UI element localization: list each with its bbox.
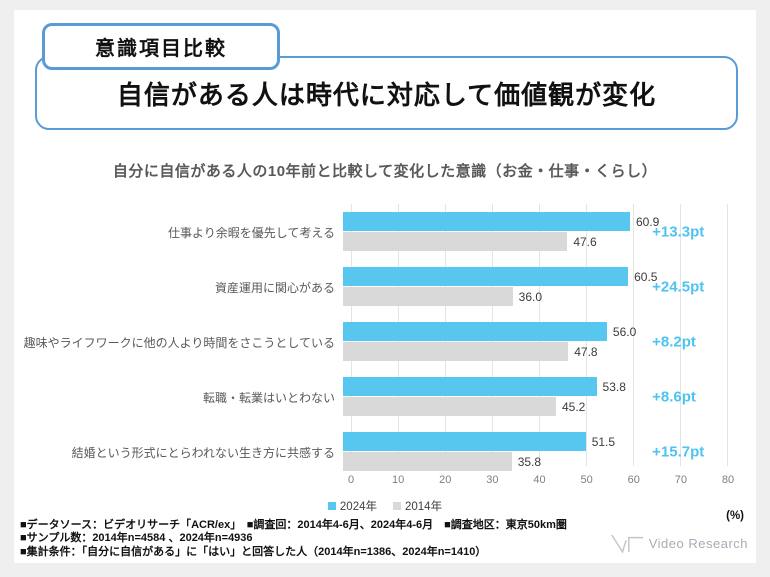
bar-value-label: 35.8: [517, 454, 542, 469]
category-label: 趣味やライフワークに他の人より時間をさこうとしている: [23, 335, 335, 350]
bar-line: 60.9: [343, 212, 720, 231]
bar-value-label: 45.2: [562, 399, 586, 414]
bar-line: 35.8: [343, 452, 720, 471]
axis-tick-label: 30: [486, 474, 499, 486]
chart-row: 仕事より余暇を優先して考える 60.9 47.6 +13.3pt: [14, 212, 756, 252]
bar-2014: [343, 232, 568, 251]
bar-2014: [343, 287, 513, 306]
category-label: 資産運用に関心がある: [214, 280, 335, 295]
delta-label: +8.2pt: [652, 333, 696, 351]
section-badge-label: 意識項目比較: [95, 38, 227, 60]
bar-line: 53.8: [343, 377, 720, 396]
footnote-line-1: ■データソース：ビデオリサーチ「ACR/ex」 ■調査回：2014年4-6月、2…: [20, 518, 567, 531]
axis-tick-label: 80: [721, 474, 735, 486]
section-badge: 意識項目比較: [42, 23, 280, 70]
main-title: 自信がある人は時代に対応して価値観が変化: [116, 79, 657, 110]
bar-line: 56.0: [343, 322, 720, 341]
delta-label: +15.7pt: [652, 443, 705, 461]
bar-2014: [343, 397, 556, 416]
video-research-logo-mark-icon: [610, 534, 643, 554]
axis-tick-label: 70: [674, 474, 687, 486]
legend-swatch: [393, 502, 401, 510]
x-axis: 0 10 20 30 40 50 60 70 80: [347, 474, 734, 488]
axis-tick-label: 0: [347, 474, 355, 486]
axis-unit-label: (%): [726, 510, 744, 522]
delta-label: +13.3pt: [652, 223, 705, 241]
axis-tick-label: 10: [392, 474, 405, 486]
slide: 意識項目比較 自信がある人は時代に対応して価値観が変化 自分に自信がある人の10…: [14, 10, 756, 563]
axis-tick-label: 50: [580, 474, 593, 486]
bar-2024: [343, 212, 630, 231]
axis-tick-label: 60: [627, 474, 640, 486]
bar-2024: [343, 432, 586, 451]
legend-label: 2024年: [339, 501, 377, 513]
legend-label: 2014年: [405, 501, 443, 513]
bar-2014: [343, 452, 512, 471]
delta-label: +24.5pt: [652, 278, 705, 296]
axis-tick-label: 20: [439, 474, 452, 486]
video-research-logo: Video Research: [603, 531, 748, 555]
title-box: 自信がある人は時代に対応して価値観が変化: [35, 56, 738, 130]
chart-row: 転職・転業はいとわない 53.8 45.2 +8.6pt: [14, 377, 756, 417]
bar-value-label: 47.8: [574, 344, 598, 359]
bar-2024: [343, 267, 629, 286]
chart-rows: 仕事より余暇を優先して考える 60.9 47.6 +13.3pt 資産運用に関心がある 6…: [14, 202, 756, 472]
row-plot: 60.9 47.6 +13.3pt: [343, 212, 720, 252]
bar-value-label: 51.5: [591, 434, 616, 449]
legend-row: 2024年 2014年 (%): [14, 498, 756, 522]
row-plot: 56.0 47.8 +8.2pt: [343, 322, 720, 362]
bar-value-label: 47.6: [573, 234, 597, 249]
chart-subtitle: 自分に自信がある人の10年前と比較して変化した意識（お金・仕事・くらし）: [112, 163, 658, 180]
category-label: 結婚という形式にとらわれない生き方に共感する: [71, 445, 335, 460]
bar-chart: 仕事より余暇を優先して考える 60.9 47.6 +13.3pt 資産運用に関心がある 6…: [14, 202, 756, 522]
axis-tick-label: 40: [533, 474, 546, 486]
bar-2014: [343, 342, 569, 361]
chart-legend: 2024年 2014年: [14, 498, 756, 514]
legend-swatch: [327, 502, 336, 510]
bar-2024: [343, 322, 607, 341]
bar-line: 60.5: [343, 267, 720, 286]
footnote-line-3: ■集計条件：「自分に自信がある」に「はい」と回答した人（2014年n=1386、…: [20, 545, 487, 558]
bar-2024: [343, 377, 597, 396]
legend-item: 2024年: [327, 498, 377, 514]
legend-item: 2014年: [393, 498, 442, 514]
bar-value-label: 36.0: [518, 289, 542, 304]
bar-value-label: 60.5: [634, 269, 658, 284]
footnotes: ■データソース：ビデオリサーチ「ACR/ex」 ■調査回：2014年4-6月、2…: [20, 519, 567, 560]
chart-row: 結婚という形式にとらわれない生き方に共感する 51.5 35.8 +15.7pt: [14, 432, 756, 472]
bar-line: 47.6: [343, 232, 720, 251]
bar-value-label: 56.0: [612, 324, 637, 339]
footnote-line-2: ■サンプル数：2014年n=4584 、2024年n=4936: [20, 532, 253, 544]
bar-value-label: 53.8: [602, 379, 626, 394]
category-label: 仕事より余暇を優先して考える: [167, 225, 335, 240]
bar-line: 47.8: [343, 342, 720, 361]
bar-value-label: 60.9: [635, 214, 660, 229]
row-plot: 60.5 36.0 +24.5pt: [343, 267, 720, 307]
chart-row: 資産運用に関心がある 60.5 36.0 +24.5pt: [14, 267, 756, 307]
bar-line: 51.5: [343, 432, 720, 451]
bar-line: 36.0: [343, 287, 720, 306]
chart-row: 趣味やライフワークに他の人より時間をさこうとしている 56.0 47.8 +8.2pt: [14, 322, 756, 362]
logo-text: Video Research: [648, 535, 748, 551]
row-plot: 53.8 45.2 +8.6pt: [343, 377, 720, 417]
delta-label: +8.6pt: [652, 388, 696, 406]
category-label: 転職・転業はいとわない: [202, 390, 335, 405]
row-plot: 51.5 35.8 +15.7pt: [343, 432, 720, 472]
bar-line: 45.2: [343, 397, 720, 416]
